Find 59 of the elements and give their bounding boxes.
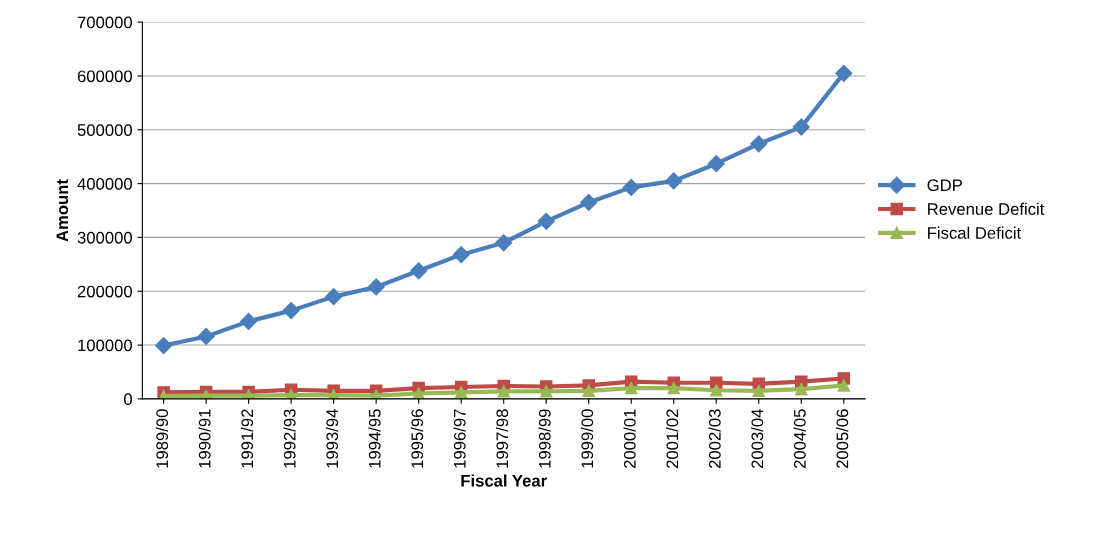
x-tick-label: 1992/93 <box>283 409 296 468</box>
x-tick-label: 1993/94 <box>325 409 339 468</box>
point <box>795 382 808 396</box>
point <box>495 234 513 252</box>
y-axis-title: Amount <box>56 179 69 242</box>
x-tick-label: 1996/97 <box>453 409 466 468</box>
x-tick-label: 2003/04 <box>751 409 764 468</box>
legend-label: GDP <box>927 179 962 192</box>
point <box>539 385 553 398</box>
y-tick-label: 700000 <box>77 16 132 29</box>
point <box>580 193 598 211</box>
point <box>710 384 723 397</box>
point <box>750 135 768 153</box>
x-tick-label: 1999/00 <box>580 409 594 468</box>
point <box>325 288 343 306</box>
point <box>835 64 853 82</box>
point <box>537 212 555 230</box>
x-tick-label: 1994/95 <box>368 409 381 468</box>
x-tick-label: 2002/03 <box>708 409 721 468</box>
x-tick-label: 2005/06 <box>836 409 849 468</box>
point <box>752 384 766 398</box>
x-tick-label: 1997/98 <box>495 409 509 468</box>
point <box>452 246 470 264</box>
point <box>624 381 638 395</box>
x-tick-label: 1998/99 <box>538 409 551 468</box>
point <box>622 178 640 196</box>
point <box>410 262 428 280</box>
point <box>454 386 468 399</box>
y-tick-label: 200000 <box>77 285 132 298</box>
point <box>710 376 723 389</box>
y-tick-label: 300000 <box>77 231 132 244</box>
y-tick-label: 100000 <box>78 339 132 352</box>
x-tick-label: 1995/96 <box>410 409 424 468</box>
point <box>667 381 680 395</box>
x-tick-label: 1989/90 <box>155 409 169 468</box>
x-tick-label: 2004/05 <box>793 409 806 468</box>
point <box>792 118 810 136</box>
y-tick-label: 500000 <box>77 124 132 136</box>
y-tick-label: 400000 <box>77 178 132 190</box>
x-tick-label: 1991/92 <box>240 409 254 468</box>
x-axis-title: Fiscal Year <box>461 474 547 487</box>
point <box>837 379 851 392</box>
x-tick-label: 2001/02 <box>665 409 679 468</box>
point <box>582 384 595 398</box>
point <box>367 278 385 296</box>
x-tick-label: 2000/01 <box>623 409 636 468</box>
point <box>795 375 808 388</box>
legend-label: Revenue Deficit <box>928 202 1045 215</box>
point <box>197 327 215 346</box>
point <box>665 172 683 190</box>
legend-label: Fiscal Deficit <box>928 226 1022 239</box>
point <box>240 312 258 330</box>
point <box>707 155 725 173</box>
point <box>155 337 173 355</box>
y-tick-label: 600000 <box>77 70 132 83</box>
y-tick-label: 0 <box>124 393 132 406</box>
point <box>282 302 300 320</box>
point <box>497 385 510 398</box>
x-tick-label: 1990/91 <box>198 409 211 468</box>
